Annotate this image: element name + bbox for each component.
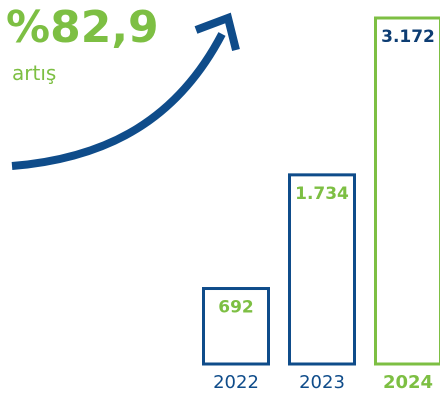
bar-2023 bbox=[288, 173, 356, 366]
bars-layer: 692 2022 1.734 2023 3.172 2024 bbox=[202, 16, 440, 393]
growth-arrow-icon bbox=[11, 12, 240, 170]
value-label-2024: 3.172 bbox=[381, 27, 435, 47]
growth-caption: artış bbox=[12, 61, 56, 85]
value-label-2022: 692 bbox=[218, 298, 254, 318]
category-label-2022: 2022 bbox=[213, 372, 259, 393]
growth-percentage: %82,9 bbox=[6, 2, 159, 53]
bar-2022 bbox=[202, 287, 270, 366]
bar-2024 bbox=[374, 16, 440, 366]
value-label-2023: 1.734 bbox=[295, 184, 349, 204]
category-label-2023: 2023 bbox=[299, 372, 345, 393]
category-label-2024: 2024 bbox=[383, 372, 433, 393]
